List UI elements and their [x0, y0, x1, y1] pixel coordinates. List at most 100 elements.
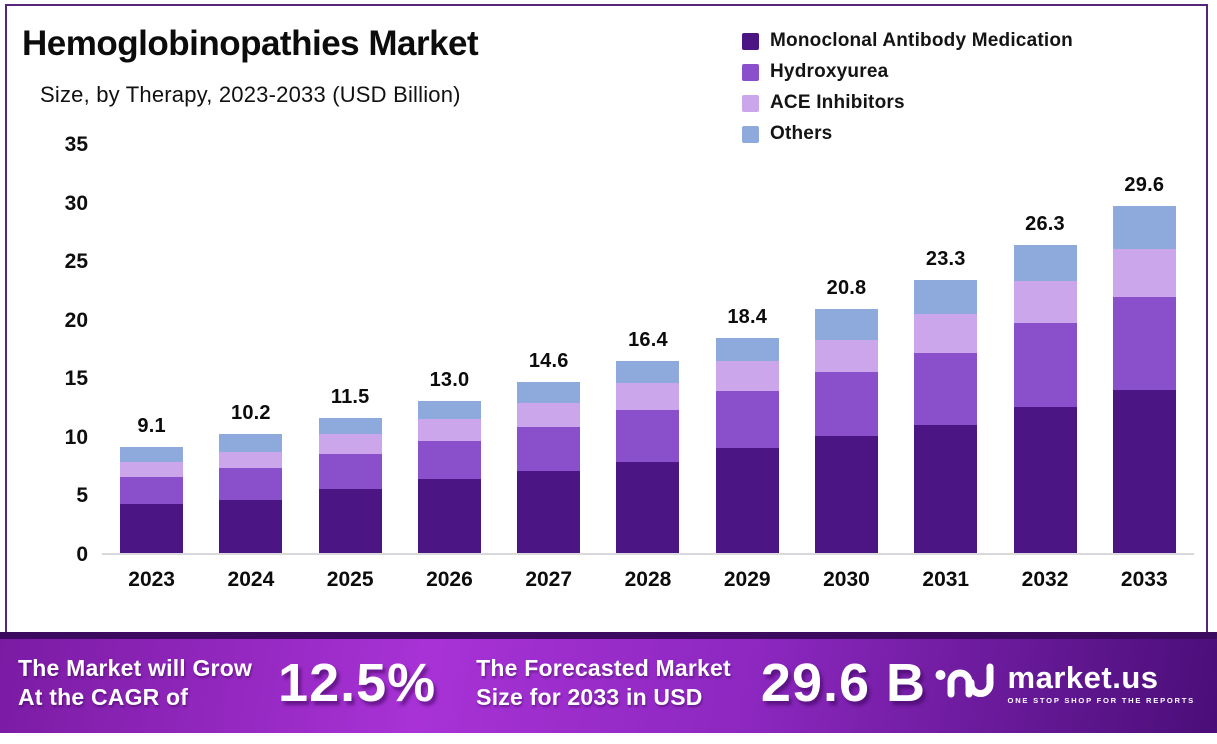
- bar-segment-others: [517, 382, 581, 404]
- x-axis-label-2025: 2025: [326, 568, 374, 591]
- bar-segment-hydroxyurea: [616, 410, 680, 462]
- x-axis-label-2032: 2032: [1021, 568, 1069, 591]
- bar-segment-hydroxyurea: [814, 371, 878, 436]
- forecast-label: The Forecasted Market Size for 2033 in U…: [476, 654, 731, 712]
- bar-column-2023: 9.1: [102, 145, 201, 553]
- bar-stack-2025: [318, 418, 382, 553]
- x-axis-label-2029: 2029: [723, 568, 771, 591]
- bar-segment-monoclonal-antibody-medication: [715, 447, 779, 553]
- bar-segment-hydroxyurea: [914, 352, 978, 426]
- x-axis-label-2026: 2026: [426, 568, 473, 591]
- legend-swatch-icon: [742, 63, 759, 81]
- bar-segment-hydroxyurea: [219, 467, 283, 501]
- logo-tagline: ONE STOP SHOP FOR THE REPORTS: [1007, 695, 1195, 705]
- plot-area: 9.1 10.2 11.5 13.0 14.6 16.4 18.4 20.8 23.3 26.3 2…: [102, 145, 1194, 555]
- bar-segment-hydroxyurea: [715, 391, 779, 448]
- marketus-logo-icon: [935, 663, 994, 698]
- chart-frame: [5, 4, 1208, 733]
- y-tick-label-5: 5: [76, 484, 88, 508]
- bar-segment-others: [715, 337, 779, 361]
- bar-segment-ace-inhibitors: [715, 360, 779, 392]
- cagr-label-line1: The Market will Grow: [18, 655, 253, 682]
- x-axis: 2023 2024 2025 2026 2027 2028 2029 2030 2031 2032…: [102, 568, 1194, 592]
- bar-segment-ace-inhibitors: [914, 314, 978, 353]
- bar-segment-ace-inhibitors: [517, 403, 581, 427]
- bar-segment-monoclonal-antibody-medication: [120, 503, 184, 553]
- y-tick-label-0: 0: [76, 543, 88, 566]
- bottom-banner: The Market will Grow At the CAGR of 12.5…: [0, 632, 1217, 733]
- bar-total-label: 13.0: [429, 368, 470, 391]
- bar-segment-ace-inhibitors: [417, 419, 481, 441]
- bar-segment-monoclonal-antibody-medication: [318, 488, 382, 553]
- legend: Monoclonal Antibody Medication Hydroxyure…: [742, 30, 1073, 145]
- bar-segment-hydroxyurea: [417, 440, 481, 480]
- x-axis-label-2023: 2023: [128, 568, 175, 591]
- page-subtitle: Size, by Therapy, 2023-2033 (USD Billion…: [40, 82, 461, 107]
- bar-segment-monoclonal-antibody-medication: [1013, 406, 1077, 553]
- bar-column-2029: 18.4: [698, 145, 797, 553]
- legend-label: ACE Inhibitors: [770, 92, 905, 113]
- bar-total-label: 14.6: [528, 350, 569, 373]
- legend-swatch-icon: [742, 32, 759, 50]
- bar-segment-ace-inhibitors: [318, 433, 382, 454]
- bar-group: 9.1 10.2 11.5 13.0 14.6 16.4 18.4 20.8 23.3 26.3 2…: [102, 145, 1194, 553]
- x-axis-label-2030: 2030: [823, 568, 870, 591]
- bar-segment-hydroxyurea: [1013, 323, 1077, 407]
- bar-stack-2023: [120, 446, 184, 553]
- page-title: Hemoglobinopathies Market: [22, 24, 479, 63]
- bar-segment-ace-inhibitors: [1013, 281, 1077, 324]
- bar-total-label: 29.6: [1124, 174, 1165, 197]
- forecast-label-line2: Size for 2033 in USD: [476, 684, 703, 710]
- bar-total-label: 23.3: [925, 248, 966, 271]
- y-tick-label-20: 20: [64, 308, 88, 332]
- y-tick-label-35: 35: [64, 133, 88, 156]
- bar-total-label: 9.1: [137, 414, 166, 437]
- legend-label: Monoclonal Antibody Medication: [770, 30, 1073, 51]
- bar-column-2025: 11.5: [301, 145, 400, 553]
- legend-item-monoclonal-antibody-medication: Monoclonal Antibody Medication: [742, 30, 1073, 52]
- bar-stack-2029: [715, 337, 779, 553]
- legend-item-others: Others: [742, 123, 1073, 145]
- x-axis-label-2033: 2033: [1120, 568, 1168, 591]
- bar-stack-2031: [914, 280, 978, 553]
- bar-stack-2030: [814, 309, 878, 553]
- legend-swatch-icon: [742, 94, 759, 112]
- bar-segment-ace-inhibitors: [616, 383, 680, 411]
- bar-segment-monoclonal-antibody-medication: [814, 435, 878, 553]
- bar-segment-monoclonal-antibody-medication: [914, 425, 978, 553]
- bar-stack-2028: [616, 360, 680, 553]
- bar-segment-hydroxyurea: [517, 426, 581, 471]
- y-tick-label-10: 10: [64, 425, 88, 449]
- bar-column-2028: 16.4: [598, 145, 697, 553]
- bar-segment-ace-inhibitors: [120, 461, 184, 477]
- x-axis-label-2024: 2024: [227, 568, 275, 591]
- bar-total-label: 20.8: [826, 277, 867, 300]
- bar-segment-hydroxyurea: [1112, 296, 1176, 391]
- bar-total-label: 26.3: [1025, 212, 1065, 235]
- bar-segment-others: [1013, 244, 1077, 282]
- legend-label: Hydroxyurea: [770, 61, 889, 82]
- bar-segment-others: [120, 446, 184, 462]
- bar-segment-monoclonal-antibody-medication: [616, 461, 680, 553]
- banner-top-strip: [0, 632, 1217, 639]
- bar-segment-ace-inhibitors: [219, 452, 283, 468]
- y-tick-label-30: 30: [64, 191, 88, 215]
- bar-segment-monoclonal-antibody-medication: [517, 471, 581, 553]
- bar-segment-monoclonal-antibody-medication: [417, 479, 481, 553]
- cagr-label-line2: At the CAGR of: [18, 684, 189, 710]
- bar-segment-monoclonal-antibody-medication: [219, 500, 283, 553]
- bar-column-2031: 23.3: [896, 145, 995, 553]
- bar-total-label: 16.4: [628, 328, 668, 351]
- bar-segment-hydroxyurea: [120, 476, 184, 504]
- y-tick-label-15: 15: [64, 367, 88, 391]
- legend-swatch-icon: [742, 125, 759, 143]
- logo-name: market.us: [1007, 659, 1159, 695]
- bar-column-2032: 26.3: [995, 145, 1094, 553]
- cagr-value: 12.5%: [278, 653, 437, 713]
- y-tick-label-25: 25: [64, 250, 88, 274]
- bar-column-2030: 20.8: [797, 145, 896, 553]
- legend-item-ace-inhibitors: ACE Inhibitors: [742, 92, 1073, 114]
- bar-total-label: 11.5: [330, 386, 370, 409]
- x-axis-label-2028: 2028: [624, 568, 672, 591]
